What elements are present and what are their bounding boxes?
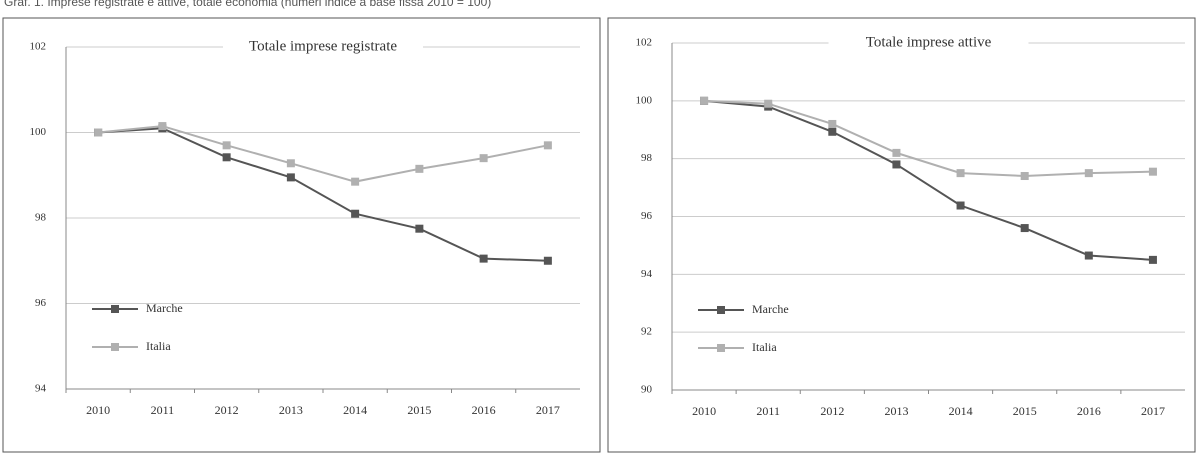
x-tick-label: 2014 xyxy=(343,403,367,417)
y-tick-label: 98 xyxy=(641,152,653,164)
legend-marker xyxy=(111,343,119,351)
marker xyxy=(1020,172,1029,181)
x-tick-label: 2013 xyxy=(884,404,908,418)
panel-frame xyxy=(2,17,601,453)
series-line xyxy=(98,125,549,183)
marker xyxy=(222,141,231,150)
marker xyxy=(479,254,488,263)
y-tick-label: 102 xyxy=(636,37,653,49)
x-tick-label: 2015 xyxy=(407,403,431,417)
legend-marker xyxy=(717,306,725,314)
x-tick-label: 2010 xyxy=(86,403,110,417)
x-tick-label: 2011 xyxy=(151,403,175,417)
y-tick-label: 92 xyxy=(641,326,652,338)
x-tick-label: 2010 xyxy=(692,404,716,418)
marker xyxy=(286,159,295,168)
chart-title: Totale imprese registrate xyxy=(249,38,397,54)
x-tick-label: 2016 xyxy=(1077,404,1101,418)
series-line xyxy=(98,127,548,262)
marker xyxy=(1084,251,1093,260)
panel-frame xyxy=(607,17,1196,453)
marker xyxy=(1020,224,1029,233)
legend-marker xyxy=(111,305,119,313)
x-tick-label: 2013 xyxy=(279,403,303,417)
marker xyxy=(158,122,167,131)
legend-label: Marche xyxy=(752,302,789,316)
y-tick-label: 100 xyxy=(636,94,653,106)
chart-title: Totale imprese attive xyxy=(866,34,992,50)
marker xyxy=(1148,167,1157,176)
y-tick-label: 94 xyxy=(641,268,653,280)
marker xyxy=(828,119,837,128)
x-tick-label: 2015 xyxy=(1013,404,1037,418)
y-tick-label: 96 xyxy=(35,297,47,309)
y-tick-label: 102 xyxy=(30,41,47,53)
series-line xyxy=(703,99,1154,261)
y-tick-label: 94 xyxy=(35,383,47,395)
series-line xyxy=(704,99,1153,178)
marker xyxy=(286,173,295,182)
x-tick-label: 2017 xyxy=(1141,404,1165,418)
legend-label: Italia xyxy=(752,340,777,354)
y-tick-label: 96 xyxy=(641,210,653,222)
marker xyxy=(700,96,709,105)
y-tick-label: 98 xyxy=(35,212,47,224)
marker xyxy=(351,177,360,186)
marker xyxy=(892,148,901,157)
x-tick-label: 2011 xyxy=(756,404,780,418)
marker xyxy=(892,160,901,169)
marker xyxy=(543,256,552,265)
marker xyxy=(956,201,965,210)
marker xyxy=(543,141,552,150)
y-tick-label: 100 xyxy=(30,126,47,138)
legend-marker xyxy=(717,344,725,352)
x-tick-label: 2012 xyxy=(820,404,844,418)
title-bg xyxy=(828,35,1029,51)
legend-label: Italia xyxy=(146,339,171,353)
y-tick-label: 90 xyxy=(641,384,653,396)
x-tick-label: 2012 xyxy=(215,403,239,417)
marker xyxy=(1084,169,1093,178)
marker xyxy=(956,169,965,178)
x-tick-label: 2017 xyxy=(536,403,560,417)
title-bg xyxy=(223,39,423,55)
marker xyxy=(479,154,488,163)
marker xyxy=(351,209,360,218)
marker xyxy=(764,99,773,108)
marker xyxy=(94,128,103,137)
marker xyxy=(415,164,424,173)
marker xyxy=(828,127,837,136)
x-tick-label: 2016 xyxy=(472,403,496,417)
marker xyxy=(222,153,231,162)
marker xyxy=(1148,255,1157,264)
caption: Graf. 1. Imprese registrate e attive, to… xyxy=(4,0,491,9)
x-tick-label: 2014 xyxy=(949,404,973,418)
marker xyxy=(415,224,424,233)
legend-label: Marche xyxy=(146,301,183,315)
